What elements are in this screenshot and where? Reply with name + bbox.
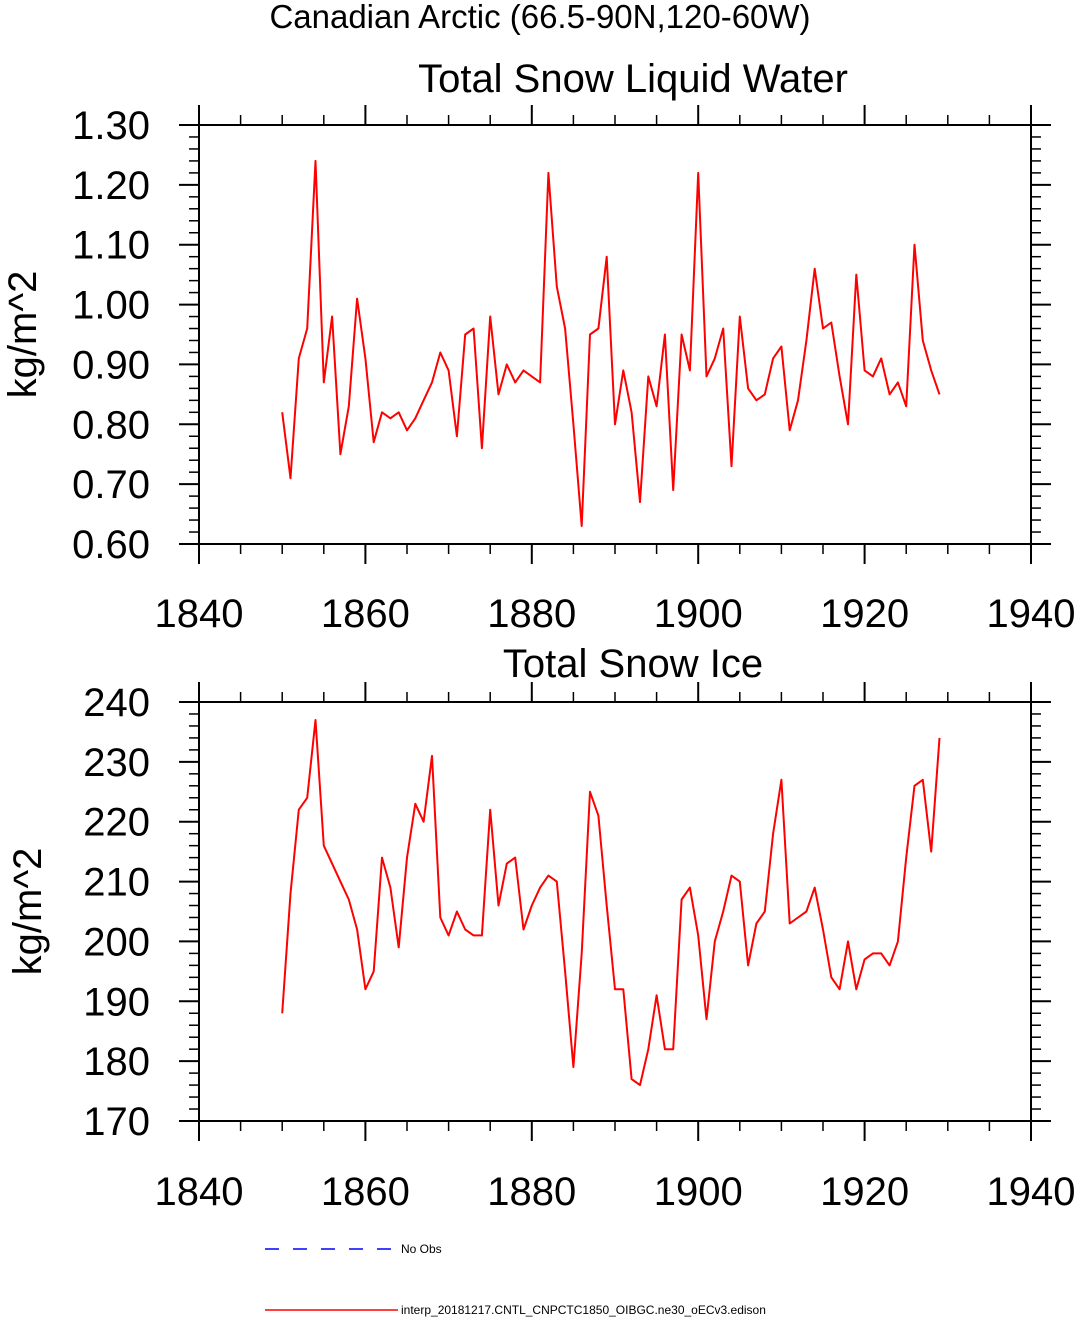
x-tick-label: 1880 [487,1170,576,1214]
y-tick-label: 240 [83,681,150,725]
figure-suptitle: Canadian Arctic (66.5-90N,120-60W) [269,0,810,35]
y-tick-label: 220 [83,801,150,845]
y-tick-label: 0.60 [72,523,150,567]
plot-frame [198,124,1032,545]
y-tick-label: 210 [83,861,150,905]
legend-no-obs-label: No Obs [401,1242,442,1256]
legend: No Obs interp_20181217.CNTL_CNPCTC1850_O… [265,1242,766,1317]
y-tick-label: 1.10 [72,224,150,268]
y-tick-label: 0.70 [72,463,150,507]
y-tick-label: 180 [83,1040,150,1084]
x-tick-label: 1900 [654,592,743,636]
y-tick-label: 0.80 [72,403,150,447]
x-tick-label: 1840 [155,592,244,636]
y-axis-label: kg/m^2 [1,271,45,399]
panel-snow-liquid-water: Total Snow Liquid Water 1840 1860 1880 1900 1… [1,57,1075,636]
x-tick-label: 1920 [820,1170,909,1214]
x-tick-label: 1840 [155,1170,244,1214]
x-tick-label: 1940 [987,592,1076,636]
y-tick-label: 190 [83,980,150,1024]
y-tick-label: 0.90 [72,343,150,387]
y-tick-label: 1.20 [72,164,150,208]
y-tick-label: 1.00 [72,284,150,328]
y-tick-label: 200 [83,920,150,964]
plot-frame [198,701,1032,1122]
x-tick-label: 1860 [321,592,410,636]
y-tick-label: 1.30 [72,104,150,148]
y-tick-label: 230 [83,741,150,785]
panel-snow-ice: Total Snow Ice 1840 1860 1880 1900 1920 1940 17… [6,642,1075,1214]
panel-title: Total Snow Ice [503,642,763,686]
series-line [281,159,941,527]
y-axis-label: kg/m^2 [6,848,50,976]
panel-title: Total Snow Liquid Water [418,57,848,101]
x-tick-label: 1920 [820,592,909,636]
y-tick-label: 170 [83,1100,150,1144]
series-line [281,719,941,1087]
x-tick-label: 1860 [321,1170,410,1214]
x-tick-label: 1900 [654,1170,743,1214]
x-tick-label: 1940 [987,1170,1076,1214]
x-tick-label: 1880 [487,592,576,636]
legend-model-label: interp_20181217.CNTL_CNPCTC1850_OIBGC.ne… [401,1303,766,1317]
